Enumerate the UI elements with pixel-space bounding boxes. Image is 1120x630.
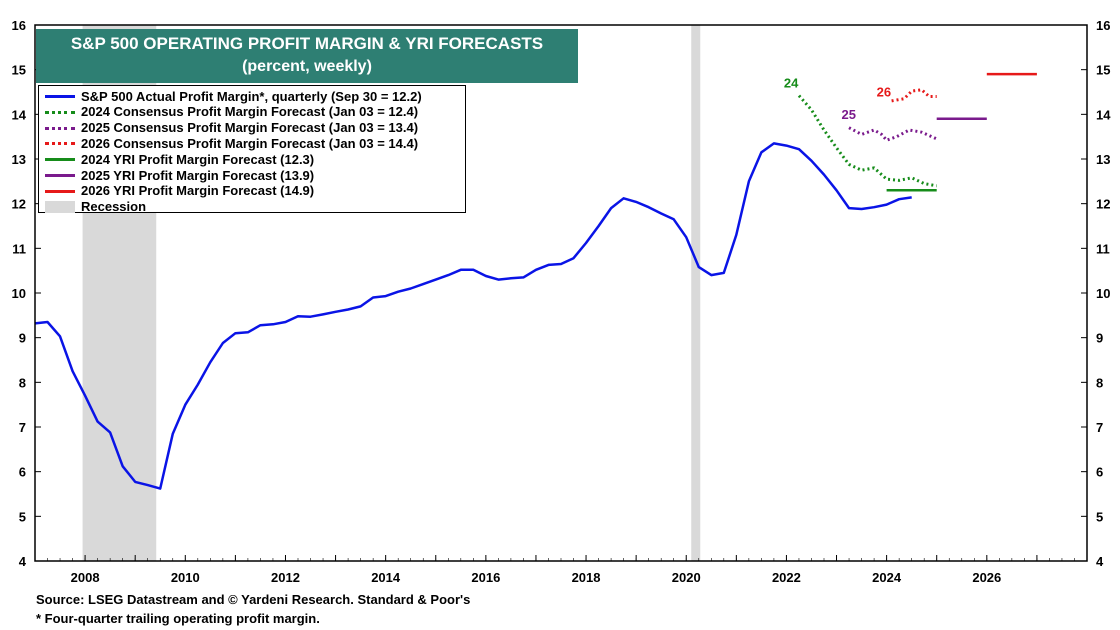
legend-label: 2025 Consensus Profit Margin Forecast (J… (81, 120, 419, 136)
chart-subtitle: (percent, weekly) (242, 58, 372, 75)
x-tick-label: 2010 (171, 570, 200, 585)
legend-entry: 2024 Consensus Profit Margin Forecast (J… (39, 104, 418, 120)
legend-label: 2025 YRI Profit Margin Forecast (13.9) (81, 167, 315, 183)
legend-swatch (45, 104, 75, 120)
series-annotation-1: 25 (842, 107, 856, 122)
series-line-1 (797, 94, 937, 188)
y-tick-label-left: 4 (19, 554, 27, 569)
x-tick-label: 2014 (371, 570, 401, 585)
recession-band-1 (691, 25, 701, 561)
series-annotation-0: 24 (784, 76, 799, 91)
legend-label: 2026 YRI Profit Margin Forecast (14.9) (81, 183, 315, 199)
y-tick-label-right: 14 (1096, 107, 1111, 122)
source-note: Source: LSEG Datastream and © Yardeni Re… (36, 592, 471, 607)
y-tick-label-left: 11 (12, 241, 26, 256)
y-tick-label-right: 10 (1096, 286, 1110, 301)
legend-swatch (45, 120, 75, 136)
y-tick-label-left: 10 (12, 286, 26, 301)
series-line-0 (34, 142, 912, 490)
legend-label: S&P 500 Actual Profit Margin*, quarterly… (81, 88, 422, 104)
chart-legend: S&P 500 Actual Profit Margin*, quarterly… (38, 85, 466, 215)
y-tick-label-right: 12 (1096, 197, 1110, 212)
y-tick-label-left: 15 (12, 63, 26, 78)
y-tick-label-left: 9 (19, 331, 26, 346)
y-tick-label-right: 15 (1096, 63, 1110, 78)
y-tick-label-left: 6 (19, 465, 26, 480)
legend-entry: S&P 500 Actual Profit Margin*, quarterly… (39, 88, 422, 104)
legend-entry: 2025 Consensus Profit Margin Forecast (J… (39, 120, 418, 136)
y-tick-label-right: 7 (1096, 420, 1103, 435)
y-tick-label-left: 8 (19, 375, 26, 390)
x-tick-label: 2016 (471, 570, 500, 585)
legend-swatch (45, 151, 75, 167)
series-line-2 (848, 126, 938, 142)
legend-swatch (45, 167, 75, 183)
chart-axes: 4 4 5 5 6 6 7 7 8 8 9 9 10 10 11 11 12 12 13 13 14 14 15 15 16 16… (12, 18, 1112, 585)
y-tick-label-left: 5 (19, 509, 26, 524)
legend-swatch (45, 88, 75, 104)
y-tick-label-right: 13 (1096, 152, 1110, 167)
chart-annotations: 24 25 26 (784, 76, 891, 122)
chart-series (34, 72, 1037, 490)
x-tick-label: 2020 (672, 570, 701, 585)
y-tick-label-right: 5 (1096, 509, 1103, 524)
x-tick-label: 2022 (772, 570, 801, 585)
series-annotation-2: 26 (877, 84, 891, 99)
legend-swatch (45, 183, 75, 199)
legend-label: 2026 Consensus Profit Margin Forecast (J… (81, 135, 419, 151)
y-tick-label-left: 14 (12, 107, 27, 122)
y-tick-label-right: 4 (1096, 554, 1104, 569)
series-line-3 (891, 88, 937, 103)
legend-entry: Recession (39, 199, 146, 215)
x-tick-label: 2012 (271, 570, 300, 585)
y-tick-label-left: 13 (12, 152, 26, 167)
chart-title: S&P 500 OPERATING PROFIT MARGIN & YRI FO… (70, 34, 544, 53)
footnote: * Four-quarter trailing operating profit… (36, 611, 320, 626)
y-tick-label-right: 6 (1096, 465, 1103, 480)
chart-title-box: S&P 500 OPERATING PROFIT MARGIN & YRI FO… (36, 29, 578, 83)
legend-entry: 2025 YRI Profit Margin Forecast (13.9) (39, 167, 314, 183)
x-tick-label: 2018 (572, 570, 601, 585)
legend-label: 2024 Consensus Profit Margin Forecast (J… (81, 104, 419, 120)
y-tick-label-right: 11 (1096, 241, 1110, 256)
y-tick-label-right: 16 (1096, 18, 1110, 33)
legend-swatch (45, 135, 75, 151)
legend-label: Recession (81, 199, 147, 215)
legend-entry: 2026 YRI Profit Margin Forecast (14.9) (39, 183, 314, 199)
x-tick-label: 2008 (71, 570, 100, 585)
x-tick-label: 2024 (872, 570, 902, 585)
y-tick-label-right: 9 (1096, 331, 1103, 346)
y-tick-label-left: 12 (12, 197, 26, 212)
legend-entry: 2026 Consensus Profit Margin Forecast (J… (39, 135, 418, 151)
legend-entry: 2024 YRI Profit Margin Forecast (12.3) (39, 151, 314, 167)
x-tick-label: 2026 (972, 570, 1001, 585)
y-tick-label-left: 7 (19, 420, 26, 435)
legend-swatch (45, 199, 75, 215)
y-tick-label-right: 8 (1096, 375, 1103, 390)
y-tick-label-left: 16 (12, 18, 26, 33)
legend-label: 2024 YRI Profit Margin Forecast (12.3) (81, 151, 315, 167)
